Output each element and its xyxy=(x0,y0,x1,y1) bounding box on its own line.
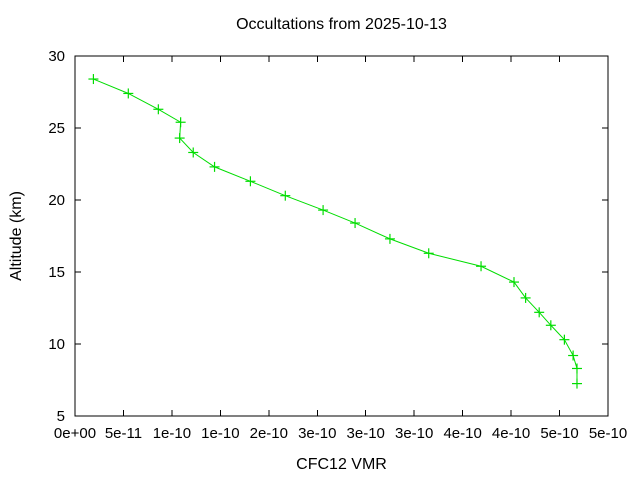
y-tick-label: 25 xyxy=(48,120,65,137)
x-tick-label: 3e-10 xyxy=(298,425,336,442)
x-axis-label: CFC12 VMR xyxy=(296,456,387,473)
plot-border xyxy=(74,55,609,417)
series-line xyxy=(93,78,578,384)
y-tick-label: 20 xyxy=(48,192,65,209)
x-tick-label: 5e-11 xyxy=(105,425,142,442)
x-tick-label: 4e-10 xyxy=(443,425,481,442)
x-tick-label: 3e-10 xyxy=(347,425,385,442)
x-tick-label: 4e-10 xyxy=(492,425,530,442)
chart-title: Occultations from 2025-10-13 xyxy=(236,16,447,33)
x-tick-label: 3e-10 xyxy=(395,425,433,442)
x-tick-label: 5e-10 xyxy=(540,425,578,442)
y-tick-label: 5 xyxy=(57,408,65,425)
y-tick-label: 10 xyxy=(48,336,65,353)
x-tick-label: 1e-10 xyxy=(153,425,191,442)
y-tick-label: 15 xyxy=(48,264,65,281)
x-tick-label: 1e-10 xyxy=(201,425,239,442)
x-tick-label: 5e-10 xyxy=(589,425,627,442)
x-tick-label: 0e+00 xyxy=(54,425,96,442)
y-tick-label: 30 xyxy=(48,48,65,65)
x-tick-label: 2e-10 xyxy=(250,425,288,442)
